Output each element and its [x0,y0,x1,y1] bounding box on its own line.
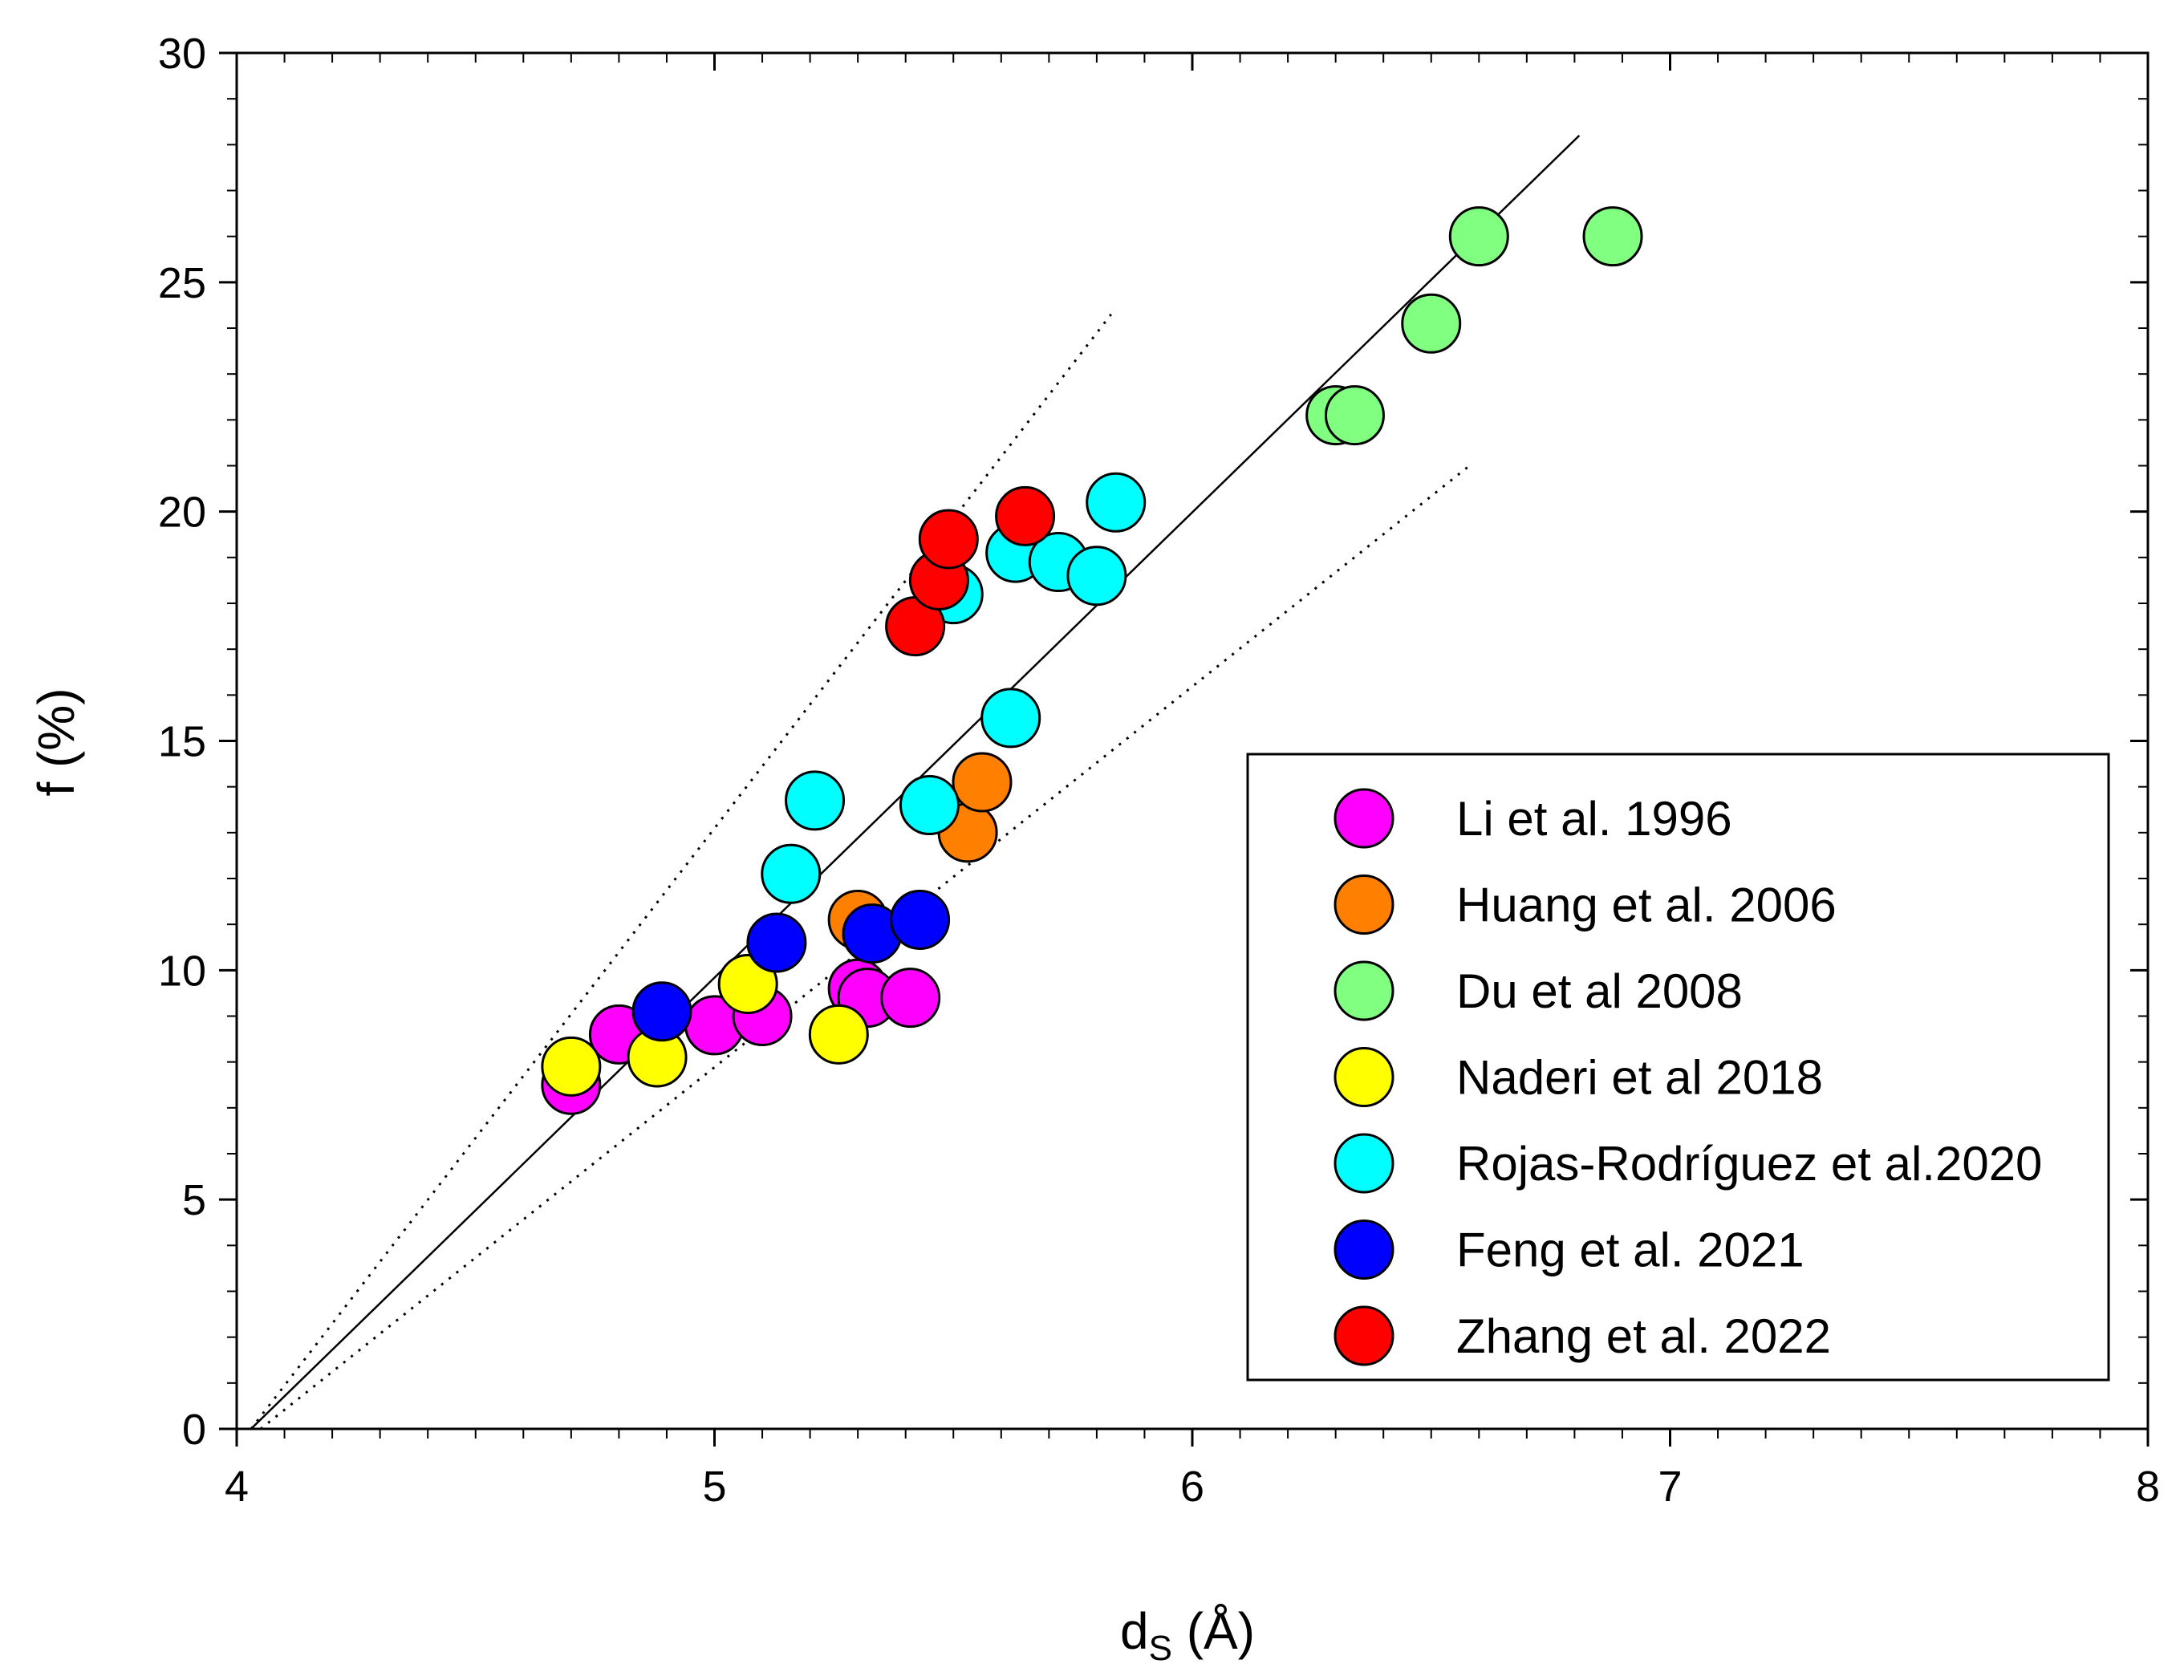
data-point [980,688,1041,749]
data-point [880,968,941,1029]
legend: Li et al. 1996 Huang et al. 2006 Du et al … [1246,753,2110,1382]
y-tick-label: 25 [158,259,206,307]
x-axis-title-subscript: S [1149,1629,1172,1668]
data-point [761,843,822,904]
x-tick-label: 4 [225,1463,249,1511]
y-axis-title: f (%) [27,688,85,796]
x-tick-label: 5 [702,1463,726,1511]
tick-labels: 4 5 6 7 8 0 5 10 15 20 25 30 [158,30,2160,1511]
y-tick-label: 30 [158,30,206,78]
data-point [785,770,846,831]
data-point [1401,293,1462,354]
data-point [717,953,778,1014]
legend-marker [1334,874,1394,935]
data-point [541,1036,602,1097]
data-point [631,981,692,1042]
plot-frame [235,51,2149,1430]
y-tick-label: 15 [158,718,206,766]
data-point [890,889,951,950]
x-tick-label: 7 [1658,1463,1682,1511]
x-tick-label: 8 [2136,1463,2160,1511]
legend-label: Feng et al. 2021 [1456,1223,1804,1277]
data-point [918,509,979,570]
legend-marker [1334,1219,1394,1280]
y-tick-label: 20 [158,489,206,537]
y-tick-label: 0 [182,1406,206,1454]
data-point [1582,206,1643,267]
data-point [1086,472,1147,533]
data-point [952,752,1013,813]
legend-marker [1334,788,1394,849]
y-tick-label: 5 [182,1176,206,1224]
legend-marker [1334,1305,1394,1366]
legend-label: Rojas-Rodríguez et al.2020 [1456,1137,2042,1191]
data-point [808,1004,869,1065]
y-tick-label: 10 [158,947,206,995]
x-axis-title-main: d [1120,1602,1149,1660]
data-point [1066,546,1127,607]
legend-marker [1334,960,1394,1021]
x-axis-title-unit: (Å) [1172,1602,1255,1660]
legend-marker [1334,1133,1394,1194]
x-axis-title: dS (Å) [1120,1602,1255,1668]
x-tick-label: 6 [1180,1463,1204,1511]
legend-label: Zhang et al. 2022 [1456,1309,1831,1363]
legend-label: Huang et al. 2006 [1456,879,1837,932]
data-point [995,485,1056,546]
data-point [899,775,960,836]
data-points [541,206,1643,1115]
legend-marker [1334,1047,1394,1107]
legend-label: Li et al. 1996 [1456,792,1732,846]
data-point [1448,206,1509,267]
data-point [746,912,807,973]
data-point [1324,385,1385,446]
legend-label: Du et al 2008 [1456,964,1743,1018]
legend-label: Naderi et al 2018 [1456,1051,1823,1105]
fit-line-upper-bound [250,313,1112,1430]
